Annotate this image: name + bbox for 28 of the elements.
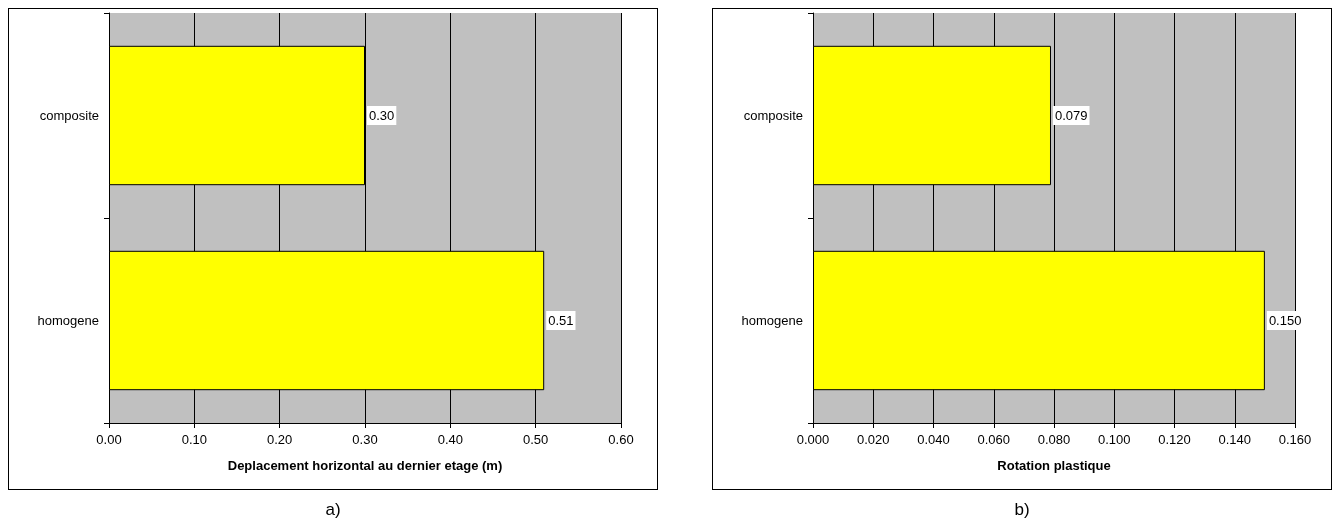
x-tick-label: 0.100 (1097, 432, 1131, 447)
x-tick-label: 0.120 (1158, 432, 1191, 447)
data-label: 0.51 (548, 313, 574, 328)
x-tick-label: 0.50 (523, 432, 549, 447)
x-tick-label: 0.040 (917, 432, 950, 447)
x-axis-title: Rotation plastique (997, 458, 1111, 473)
x-axis-title: Deplacement horizontal au dernier etage (m) (227, 458, 503, 473)
x-tick-label: 0.40 (437, 432, 463, 447)
data-label: 0.30 (369, 108, 395, 123)
x-tick-label: 0.000 (796, 432, 830, 447)
x-tick-label: 0.160 (1278, 432, 1312, 447)
x-tick-label: 0.00 (96, 432, 122, 447)
x-tick-label: 0.060 (977, 432, 1011, 447)
y-tick-label: homogene (37, 313, 99, 328)
x-tick-label: 0.60 (608, 432, 634, 447)
y-tick-label: homogene (741, 313, 803, 328)
text: b) (1013, 500, 1031, 520)
x-tick-label: 0.020 (856, 432, 890, 447)
x-tick-label: 0.30 (352, 432, 378, 447)
x-tick-label: 0.140 (1218, 432, 1252, 447)
x-tick-label: 0.20 (267, 432, 293, 447)
text: a) (324, 500, 342, 520)
x-tick-label: 0.10 (181, 432, 207, 447)
y-tick-label: composite (743, 108, 803, 123)
data-label: 0.150 (1268, 313, 1302, 328)
data-label: 0.079 (1054, 108, 1088, 123)
y-tick-label: composite (39, 108, 99, 123)
x-tick-label: 0.080 (1037, 432, 1071, 447)
